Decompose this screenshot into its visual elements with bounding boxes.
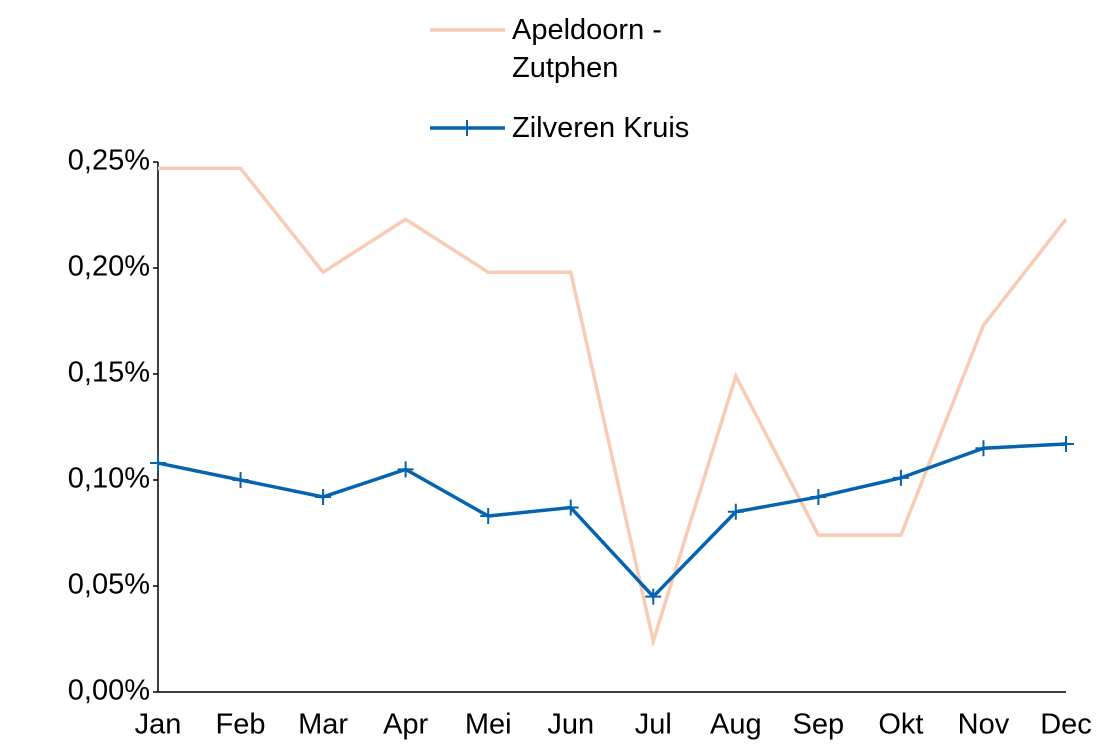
point-marker [315,488,332,505]
x-tick-label: Nov [958,709,1010,741]
x-tick-label: Okt [878,709,923,741]
x-tick-label: Aug [710,709,762,741]
x-tick-label: Dec [1040,709,1092,741]
y-tick-label: 0,20% [68,251,150,283]
x-tick-label: Jan [135,709,182,741]
series-line [158,166,1068,648]
point-marker [232,472,249,488]
legend-label: Zilveren Kruis [512,112,690,144]
point-marker [727,503,744,520]
x-tick-label: Mar [298,709,348,741]
x-tick-label: Feb [216,709,266,741]
x-tick-label: Jul [635,709,672,741]
point-marker [892,469,909,486]
point-marker [562,499,579,516]
y-tick-label: 0,05% [68,569,150,601]
series-line [157,442,1067,600]
legend-marker [459,120,475,136]
legend-label: Apeldoorn -Zutphen [512,14,662,84]
point-marker [397,461,414,478]
y-tick-label: 0,15% [68,357,150,389]
point-marker [150,455,166,472]
point-marker [645,588,662,605]
x-tick-label: Mei [465,709,512,741]
x-tick-label: Jun [547,709,594,741]
x-tick-label: Sep [793,709,845,741]
point-marker [975,440,992,457]
y-tick-label: 0,00% [68,675,150,707]
y-tick-label: 0,25% [68,145,150,177]
point-marker [480,508,497,525]
point-marker [1058,435,1074,452]
y-tick-label: 0,10% [68,463,150,495]
point-marker [810,488,827,505]
x-tick-label: Apr [383,709,428,741]
